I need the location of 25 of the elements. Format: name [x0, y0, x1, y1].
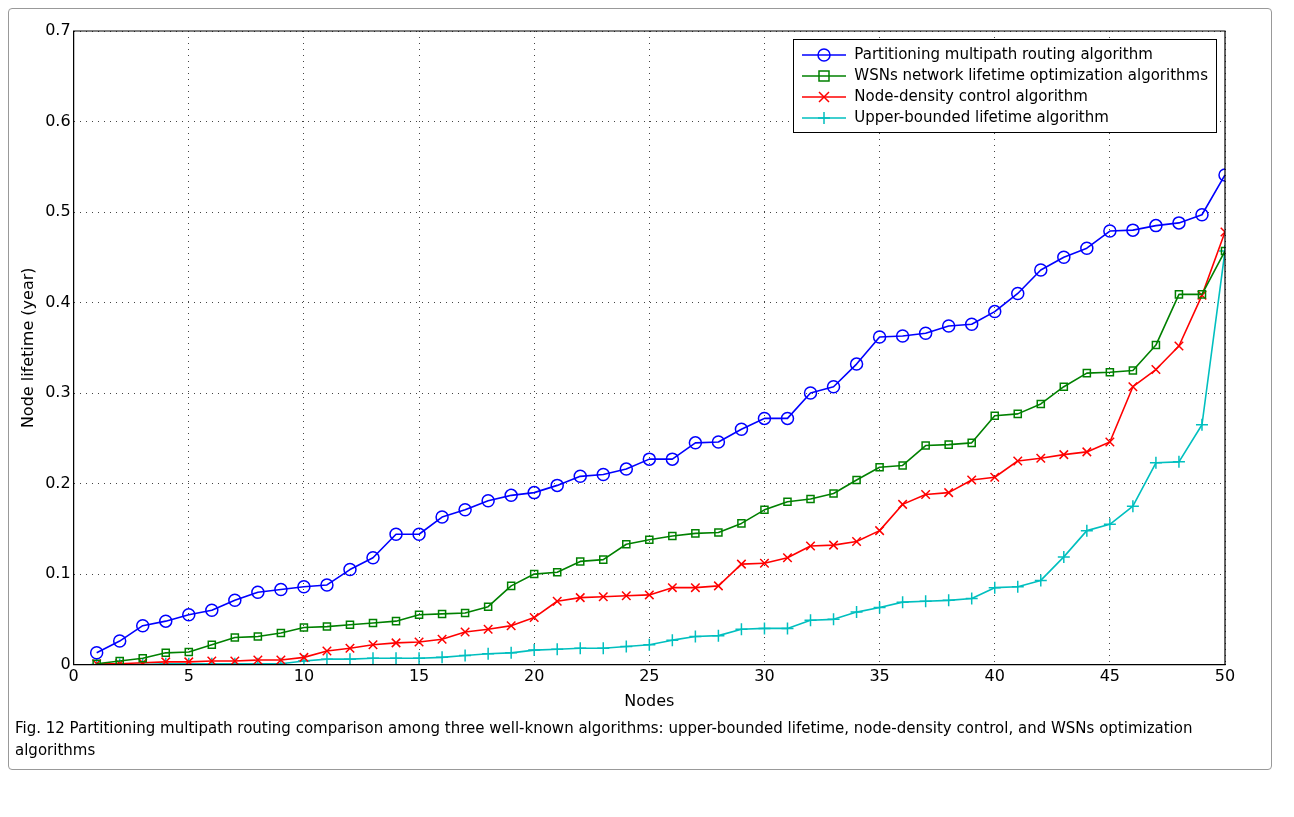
x-tick-label: 45 — [1099, 666, 1121, 686]
y-tick-label: 0.5 — [45, 201, 71, 221]
legend-label: Node-density control algorithm — [854, 86, 1088, 107]
x-tick-label: 10 — [293, 666, 315, 686]
x-tick-label: 5 — [183, 666, 194, 686]
legend-label: Upper-bounded lifetime algorithm — [854, 107, 1109, 128]
y-tick-label: 0.2 — [45, 472, 71, 492]
x-tick-label: 35 — [869, 666, 890, 686]
y-tick-label: 0.4 — [45, 291, 71, 311]
y-axis-title: Node lifetime (year) — [17, 267, 37, 429]
legend-label: WSNs network lifetime optimization algorithms — [854, 65, 1208, 86]
y-tick-label: 0.1 — [45, 563, 71, 583]
y-tick-label: 0 — [60, 653, 71, 673]
x-tick-label: 40 — [984, 666, 1005, 686]
x-tick-label: 15 — [408, 666, 430, 686]
y-tick-label: 0.7 — [45, 20, 71, 40]
x-tick-label: 25 — [639, 666, 660, 686]
y-tick-label: 0.6 — [45, 110, 71, 130]
x-axis-title: Nodes — [624, 690, 675, 710]
caption: Fig. 12 Partitioning multipath routing comparison among three well-known algorithms: upper-bounded lifetime, node-density control, and WSNs optimization algorithms — [15, 718, 1194, 761]
x-tick-label: 30 — [754, 666, 775, 686]
x-tick-label: 20 — [524, 666, 545, 686]
y-tick-label: 0.3 — [45, 382, 71, 402]
x-tick-label: 50 — [1214, 666, 1236, 686]
legend-label: Partitioning multipath routing algorithm — [854, 44, 1153, 65]
